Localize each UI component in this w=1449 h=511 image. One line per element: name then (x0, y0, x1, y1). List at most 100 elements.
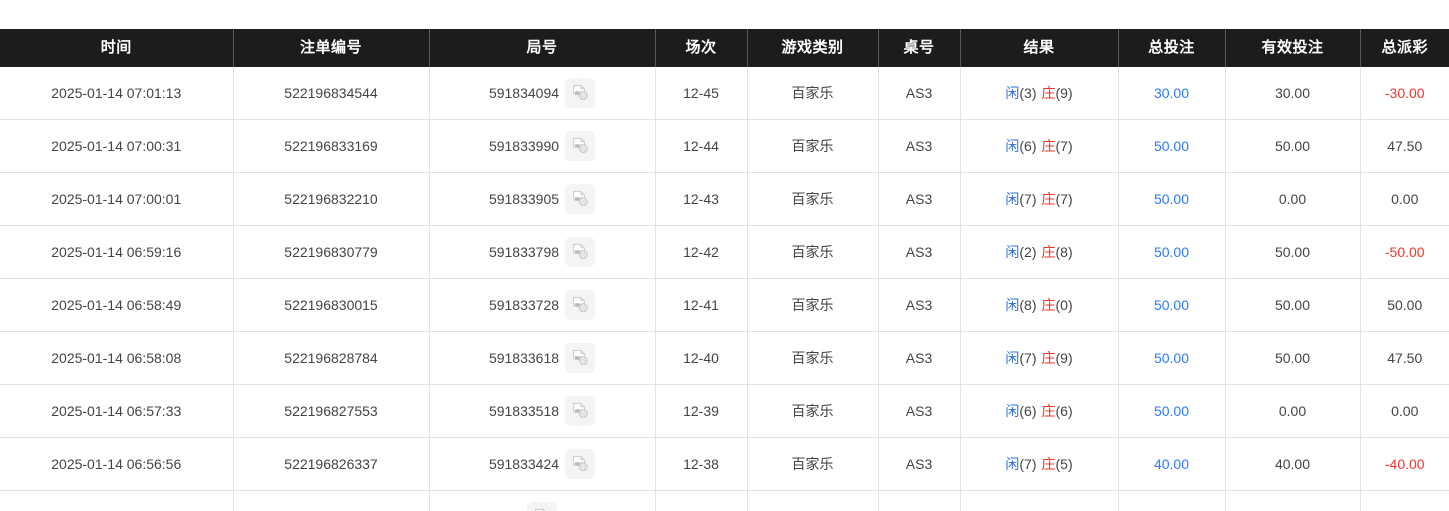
result-banker-label: 庄 (1041, 350, 1056, 366)
cell-game-type (747, 490, 879, 511)
result-banker-label: 庄 (1041, 403, 1056, 419)
cell-valid-bet: 50.00 (1225, 225, 1361, 279)
table-row[interactable]: 2025-01-14 06:58:49 522196830015 591833728… (0, 278, 1449, 332)
cell-round-no: 591833728 (429, 278, 656, 332)
cell-round-no: 591833424 (429, 437, 656, 491)
cell-session: 12-45 (655, 67, 748, 120)
video-replay-icon[interactable] (565, 184, 596, 214)
result-banker-score: (8) (1055, 244, 1073, 260)
cell-session: 12-42 (655, 225, 748, 279)
cell-game-type: 百家乐 (747, 278, 879, 332)
payout-amount: -30.00 (1384, 85, 1425, 101)
column-header-table-no[interactable]: 桌号 (878, 29, 961, 67)
video-replay-icon[interactable] (565, 131, 596, 161)
cell-valid-bet (1225, 490, 1361, 511)
result-player-score: (7) (1019, 191, 1037, 207)
payout-amount: 0.00 (1391, 191, 1419, 207)
cell-payout (1360, 490, 1449, 511)
cell-time: 2025-01-14 07:00:01 (0, 172, 234, 226)
valid-bet-amount: 30.00 (1274, 85, 1311, 101)
bet-records-table: 时间 注单编号 局号 场次 游戏类别 桌号 结果 总投注 有效投注 总派彩 20… (0, 29, 1449, 511)
table-no-text: AS3 (905, 456, 933, 472)
column-header-game-type[interactable]: 游戏类别 (747, 29, 879, 67)
cell-bet-id: 522196832210 (233, 172, 430, 226)
time-text: 2025-01-14 07:00:31 (51, 138, 182, 154)
bet-id-text: 522196832210 (284, 191, 378, 207)
column-header-valid-bet[interactable]: 有效投注 (1225, 29, 1361, 67)
round-number-text: 591833618 (488, 350, 560, 366)
video-replay-icon[interactable] (565, 290, 596, 320)
valid-bet-amount: 50.00 (1274, 297, 1311, 313)
table-row[interactable] (0, 490, 1449, 511)
column-header-round-no[interactable]: 局号 (429, 29, 656, 67)
session-text: 12-40 (683, 350, 719, 366)
cell-total-bet: 50.00 (1118, 331, 1226, 385)
column-header-bet-id[interactable]: 注单编号 (233, 29, 430, 67)
table-no-text: AS3 (905, 191, 933, 207)
game-type-text: 百家乐 (791, 244, 834, 260)
payout-amount: 0.00 (1391, 403, 1419, 419)
bet-id-text: 522196826337 (284, 456, 378, 472)
video-replay-icon[interactable] (527, 502, 557, 511)
session-text: 12-43 (683, 191, 719, 207)
video-replay-icon[interactable] (565, 396, 596, 426)
video-replay-icon[interactable] (565, 343, 596, 373)
total-bet-amount: 40.00 (1153, 456, 1190, 472)
video-replay-icon[interactable] (565, 449, 596, 479)
time-text: 2025-01-14 06:59:16 (51, 244, 182, 260)
result-player-score: (7) (1019, 456, 1037, 472)
session-text: 12-42 (683, 244, 719, 260)
cell-valid-bet: 50.00 (1225, 119, 1361, 173)
column-header-total-bet[interactable]: 总投注 (1118, 29, 1226, 67)
cell-total-bet (1118, 490, 1226, 511)
cell-table-no: AS3 (878, 225, 961, 279)
table-row[interactable]: 2025-01-14 07:00:31 522196833169 591833990… (0, 119, 1449, 173)
video-replay-icon[interactable] (565, 78, 596, 108)
cell-game-type: 百家乐 (747, 172, 879, 226)
table-row[interactable]: 2025-01-14 06:59:16 522196830779 591833798… (0, 225, 1449, 279)
cell-time: 2025-01-14 06:58:49 (0, 278, 234, 332)
column-header-session[interactable]: 场次 (655, 29, 748, 67)
column-header-time[interactable]: 时间 (0, 29, 234, 67)
column-header-payout[interactable]: 总派彩 (1360, 29, 1449, 67)
table-row[interactable]: 2025-01-14 06:57:33 522196827553 591833518… (0, 384, 1449, 438)
cell-bet-id: 522196828784 (233, 331, 430, 385)
cell-result (960, 490, 1119, 511)
result-player-label: 闲 (1005, 191, 1020, 207)
round-number-text: 591833424 (488, 456, 560, 472)
payout-amount: 47.50 (1387, 350, 1423, 366)
result-player-score: (7) (1019, 350, 1037, 366)
column-header-result[interactable]: 结果 (960, 29, 1119, 67)
table-row[interactable]: 2025-01-14 06:58:08 522196828784 591833618… (0, 331, 1449, 385)
valid-bet-amount: 0.00 (1278, 403, 1307, 419)
round-number-text: 591834094 (488, 85, 560, 101)
cell-round-no: 591833618 (429, 331, 656, 385)
result-banker-score: (9) (1055, 85, 1073, 101)
video-replay-icon[interactable] (565, 237, 596, 267)
result-player-label: 闲 (1005, 456, 1020, 472)
cell-bet-id: 522196826337 (233, 437, 430, 491)
cell-result: 闲(7) 庄(7) (960, 172, 1119, 226)
table-no-text: AS3 (905, 403, 933, 419)
valid-bet-amount: 50.00 (1274, 138, 1311, 154)
table-row[interactable]: 2025-01-14 07:00:01 522196832210 591833905… (0, 172, 1449, 226)
cell-payout: -40.00 (1360, 437, 1449, 491)
cell-table-no: AS3 (878, 278, 961, 332)
cell-game-type: 百家乐 (747, 67, 879, 120)
table-no-text: AS3 (905, 138, 933, 154)
total-bet-amount: 50.00 (1153, 138, 1190, 154)
cell-payout: -50.00 (1360, 225, 1449, 279)
table-row[interactable]: 2025-01-14 06:56:56 522196826337 591833424… (0, 437, 1449, 491)
cell-bet-id: 522196830015 (233, 278, 430, 332)
cell-payout: 47.50 (1360, 331, 1449, 385)
round-number-text: 591833990 (488, 138, 560, 154)
result-banker-label: 庄 (1041, 297, 1056, 313)
result-banker-label: 庄 (1041, 456, 1056, 472)
result-banker-score: (9) (1055, 350, 1073, 366)
table-row[interactable]: 2025-01-14 07:01:13 522196834544 591834094… (0, 67, 1449, 120)
cell-payout: -30.00 (1360, 67, 1449, 120)
payout-amount: -50.00 (1384, 244, 1425, 260)
result-player-label: 闲 (1005, 244, 1020, 260)
cell-result: 闲(8) 庄(0) (960, 278, 1119, 332)
table-no-text: AS3 (905, 350, 933, 366)
